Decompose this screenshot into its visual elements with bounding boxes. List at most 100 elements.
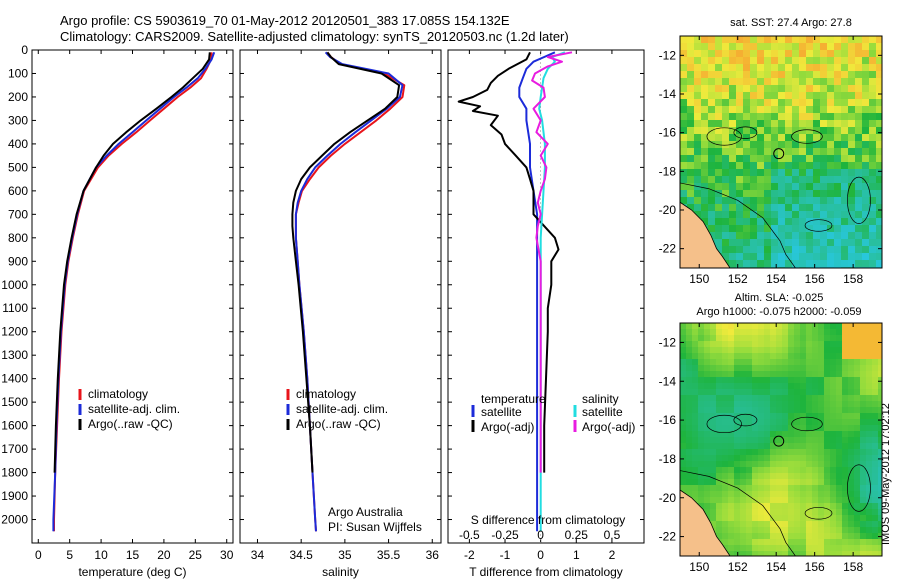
map-cell [680,359,687,366]
map-cell [834,183,842,191]
map-cell [830,467,837,474]
map-cell [855,190,863,198]
map-cell [827,260,835,268]
map-cell [848,347,855,354]
s-tick-label: 0.25 [565,528,589,542]
map-cell [860,377,867,384]
map-cell [818,359,825,366]
map-cell [722,36,730,44]
depth-tick-label: 1900 [1,489,28,503]
map-cell [704,431,711,438]
map-cell [746,347,753,354]
map-cell [830,431,837,438]
map-cell [834,176,842,184]
map-cell [752,455,759,462]
map-cell [752,527,759,534]
map-cell [812,497,819,504]
map-cell [872,359,879,366]
map-cell [734,401,741,408]
map-cell [800,485,807,492]
map-cell [876,127,882,135]
map-cell [692,377,699,384]
map-cell [770,491,777,498]
map-cell [841,253,849,261]
map-cell [757,36,765,44]
map-cell [698,425,705,432]
map-cell [813,127,821,135]
map-cell [698,389,705,396]
map-cell [698,335,705,342]
map-cell [799,43,807,51]
map-cell [750,246,758,254]
map-cell [736,36,744,44]
map-cell [866,455,873,462]
sst_map-ytick-label: -16 [659,126,677,140]
map-cell [710,431,717,438]
map-cell [694,141,702,149]
map-cell [834,99,842,107]
map-cell [866,479,873,486]
map-cell [757,239,765,247]
map-cell [764,419,771,426]
map-cell [848,425,855,432]
map-cell [736,113,744,121]
map-cell [770,539,777,546]
map-cell [876,260,882,268]
map-cell [848,78,856,86]
map-cell [708,211,716,219]
map-cell [866,515,873,522]
map-cell [694,92,702,100]
map-cell [757,155,765,163]
map-cell [848,134,856,142]
map-cell [764,437,771,444]
map-cell [715,218,723,226]
map-cell [842,407,849,414]
map-cell [788,359,795,366]
map-cell [841,260,849,268]
map-cell [820,218,828,226]
map-cell [866,509,873,516]
map-cell [764,491,771,498]
map-cell [794,413,801,420]
map-cell [855,155,863,163]
map-cell [776,551,783,556]
map-cell [680,71,688,79]
map-cell [806,71,814,79]
map-cell [842,329,849,336]
map-cell [750,85,758,93]
map-cell [813,113,821,121]
map-cell [842,437,849,444]
map-cell [794,359,801,366]
map-cell [776,431,783,438]
map-cell [758,509,765,516]
map-cell [743,232,751,240]
map-cell [827,141,835,149]
map-cell [710,479,717,486]
map-cell [710,359,717,366]
map-cell [876,134,882,142]
map-cell [746,491,753,498]
map-cell [869,239,877,247]
map-cell [716,329,723,336]
map-cell [680,155,688,163]
map-cell [866,431,873,438]
map-cell [830,527,837,534]
map-cell [715,190,723,198]
map-cell [860,365,867,372]
map-cell [878,383,882,390]
map-cell [876,211,882,219]
reef-outline [847,464,871,512]
map-cell [722,197,730,205]
map-cell [750,57,758,65]
map-cell [736,162,744,170]
map-cell [794,533,801,540]
map-cell [722,57,730,65]
map-cell [866,347,873,354]
map-cell [834,92,842,100]
map-cell [728,329,735,336]
map-cell [776,359,783,366]
map-cell [827,50,835,58]
map-cell [876,232,882,240]
map-cell [834,197,842,205]
map-cell [830,425,837,432]
